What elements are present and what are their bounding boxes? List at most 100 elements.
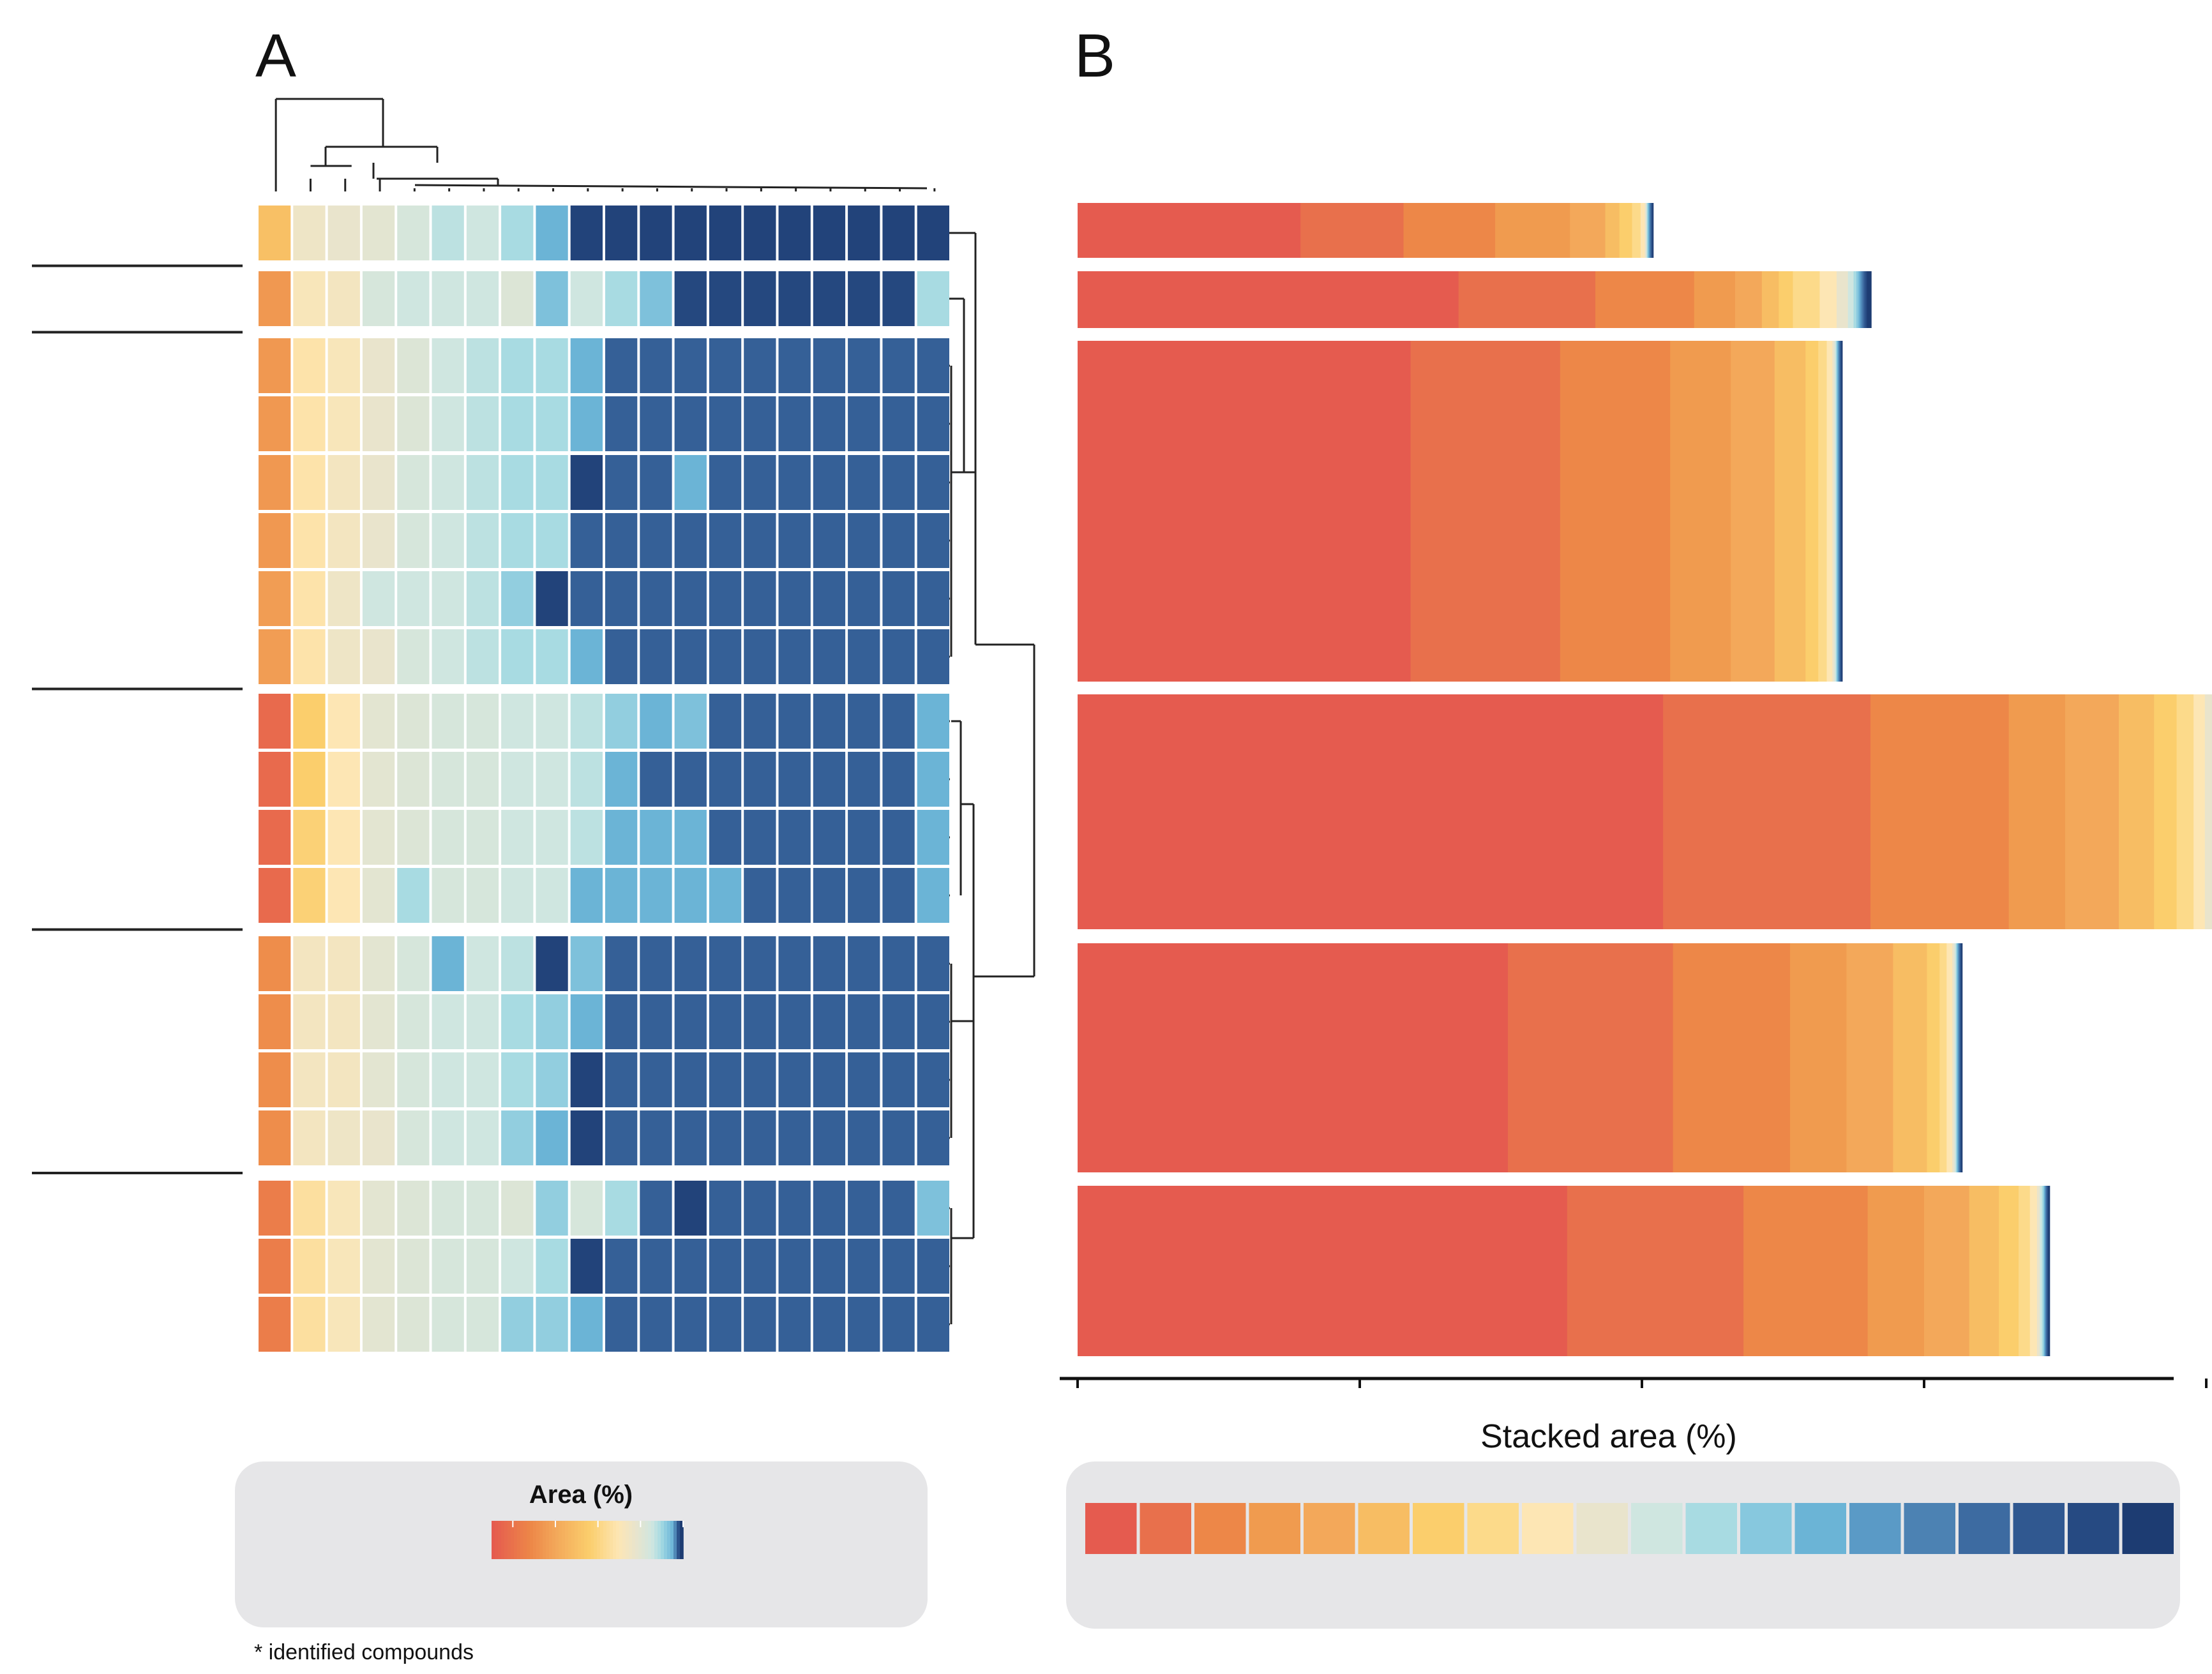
heatmap-cell — [882, 810, 915, 865]
heatmap-cell — [259, 271, 291, 326]
legend-swatch — [2013, 1503, 2065, 1554]
heatmap-cell — [917, 1110, 949, 1165]
heatmap-cell — [640, 271, 672, 326]
heatmap-cell — [570, 1181, 603, 1236]
heatmap-cell — [778, 994, 811, 1049]
bar-segment — [2065, 694, 2119, 929]
heatmap-cell — [293, 1110, 326, 1165]
heatmap-cell — [293, 396, 326, 451]
legend-swatch — [1959, 1503, 2010, 1554]
heatmap-cell — [397, 1297, 430, 1352]
bar-segment — [1595, 271, 1695, 328]
heatmap-cell — [536, 455, 568, 510]
bar-segment — [1861, 271, 1863, 328]
bar-segment — [1867, 1186, 1925, 1356]
bar-segment — [1840, 341, 1842, 682]
heatmap-cell — [397, 1052, 430, 1107]
heatmap-cell — [917, 338, 949, 393]
gradient-segment — [638, 1521, 642, 1559]
gradient-segment — [591, 1521, 594, 1559]
bar-segment — [1927, 943, 1940, 1172]
heatmap-cell — [397, 571, 430, 626]
heatmap-cell — [466, 571, 499, 626]
heatmap-cell — [293, 868, 326, 923]
heatmap-cell — [813, 629, 846, 684]
bar-segment — [1652, 203, 1654, 258]
heatmap-cell — [259, 513, 291, 568]
bar-segment — [1853, 271, 1857, 328]
heatmap-cell — [536, 1110, 568, 1165]
heatmap-cell — [362, 694, 395, 749]
heatmap-cell — [362, 338, 395, 393]
heatmap-cell — [536, 810, 568, 865]
heatmap-cell — [570, 1052, 603, 1107]
heatmap-cell — [882, 1181, 915, 1236]
heatmap-cell — [327, 1052, 360, 1107]
gradient-segment — [626, 1521, 629, 1559]
heatmap-cell — [640, 206, 672, 260]
heatmap-cell — [848, 810, 880, 865]
bar-segment — [1959, 943, 1960, 1172]
heatmap-legend-ticks — [512, 1521, 684, 1527]
heatmap-cell — [397, 396, 430, 451]
heatmap-cell — [501, 1110, 534, 1165]
gradient-segment — [562, 1521, 566, 1559]
bar-segment — [1670, 341, 1731, 682]
heatmap-cell — [674, 513, 707, 568]
heatmap-cell — [640, 868, 672, 923]
heatmap-cell — [813, 994, 846, 1049]
heatmap-cell — [570, 936, 603, 991]
gradient-segment — [673, 1521, 677, 1559]
gradient-segment — [581, 1521, 585, 1559]
bar-segment — [1856, 271, 1859, 328]
heatmap-cell — [674, 752, 707, 807]
compound-legend-items — [1085, 1503, 2174, 1554]
heatmap-cell — [536, 513, 568, 568]
bar-segment — [2048, 1186, 2050, 1356]
heatmap-cell — [848, 338, 880, 393]
heatmap-cell — [882, 868, 915, 923]
heatmap-cell — [327, 868, 360, 923]
bar-segment — [1619, 203, 1633, 258]
heatmap-cell — [744, 810, 776, 865]
heatmap-cell — [674, 206, 707, 260]
heatmap-cell — [605, 694, 638, 749]
heatmap-cell — [778, 868, 811, 923]
gradient-segment — [495, 1521, 499, 1559]
heatmap-cell — [813, 271, 846, 326]
heatmap-cell — [744, 994, 776, 1049]
heatmap-cell — [882, 1239, 915, 1294]
bar-segment — [2044, 1186, 2046, 1356]
heatmap-cell — [570, 694, 603, 749]
bar-segment — [2040, 1186, 2043, 1356]
heatmap-cell — [536, 752, 568, 807]
gradient-segment — [629, 1521, 633, 1559]
bar-segment — [1870, 694, 2010, 929]
heatmap-cell — [362, 1110, 395, 1165]
heatmap-cell — [882, 455, 915, 510]
bar-segment — [1841, 341, 1843, 682]
bar-segment — [1790, 943, 1847, 1172]
bar-segment — [1864, 271, 1866, 328]
heatmap-cell — [674, 629, 707, 684]
heatmap-cells — [259, 206, 949, 1352]
heatmap-cell — [674, 396, 707, 451]
gradient-segment — [603, 1521, 607, 1559]
legend-swatch — [2122, 1503, 2174, 1554]
heatmap-cell — [709, 1239, 742, 1294]
heatmap-cell — [536, 629, 568, 684]
bar-segment — [1958, 943, 1959, 1172]
heatmap-cell — [466, 994, 499, 1049]
heatmap-cell — [605, 396, 638, 451]
gradient-segment — [648, 1521, 652, 1559]
heatmap-cell — [327, 513, 360, 568]
bar-segment — [1952, 943, 1955, 1172]
heatmap-cell — [466, 338, 499, 393]
heatmap-cell — [848, 936, 880, 991]
heatmap-cell — [778, 455, 811, 510]
heatmap-cell — [501, 752, 534, 807]
gradient-segment — [568, 1521, 572, 1559]
heatmap-cell — [674, 338, 707, 393]
gradient-segment — [597, 1521, 601, 1559]
bar-segment — [1805, 341, 1819, 682]
